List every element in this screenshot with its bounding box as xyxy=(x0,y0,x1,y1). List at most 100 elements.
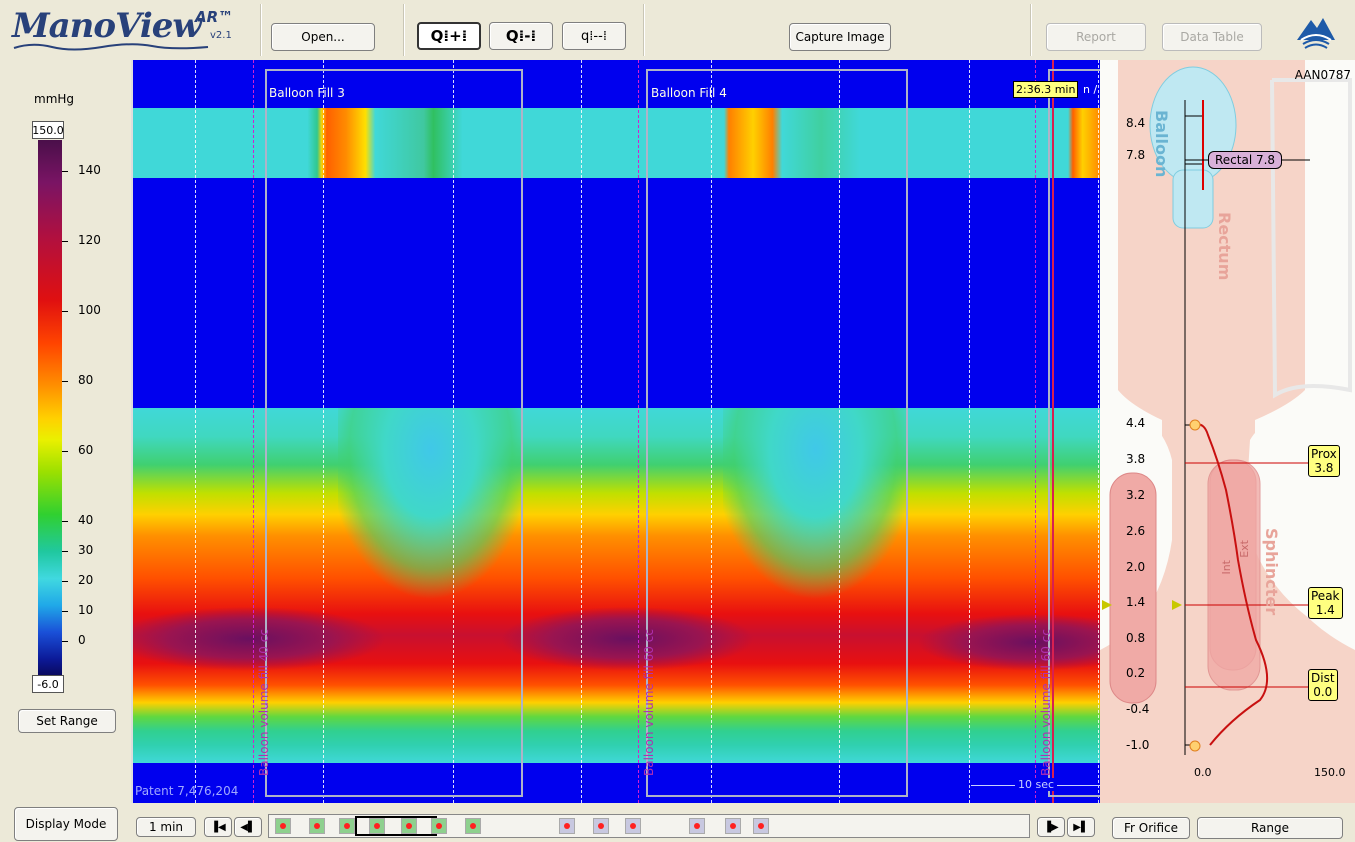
pressure-scale-panel: mmHg 150.0 -6.0 140 120 100 80 60 40 30 20 10 0 S… xyxy=(0,60,131,842)
timeline-event-marker[interactable] xyxy=(401,818,417,834)
marker-label-2: Balloon volume fill 60 cc xyxy=(642,629,656,776)
scale-max-field[interactable]: 150.0 xyxy=(32,121,64,139)
dist-tag: Dist 0.0 xyxy=(1308,669,1338,701)
scale-tick-mark xyxy=(62,521,68,522)
marker-label-1: Balloon volume fill 40 cc xyxy=(257,629,271,776)
zoom-out-button[interactable]: q⁞--⁞ xyxy=(562,22,626,50)
diagram-x-max: 150.0 xyxy=(1314,766,1346,779)
prox-tag: Prox 3.8 xyxy=(1308,445,1340,477)
report-button[interactable]: Report xyxy=(1046,23,1146,51)
time-flag: 2:36.3 min xyxy=(1013,81,1079,98)
time-scale-label: 10 sec xyxy=(1015,778,1058,791)
balloon-fill-3-box[interactable] xyxy=(265,69,523,797)
timeline-event-marker[interactable] xyxy=(275,818,291,834)
timeline-event-marker[interactable] xyxy=(309,818,325,834)
timeline-event-marker[interactable] xyxy=(431,818,447,834)
timeline-event-marker[interactable] xyxy=(689,818,705,834)
scale-tick-mark xyxy=(62,641,68,642)
scale-tick-label: 140 xyxy=(78,163,101,177)
brand-logo-icon xyxy=(1297,18,1335,49)
marker-label-3: Balloon volume fill 60 cc xyxy=(1039,629,1053,776)
set-range-button[interactable]: Set Range xyxy=(18,709,116,733)
timeline-event-marker[interactable] xyxy=(625,818,641,834)
app-logo: ManoView AR™ v2.1 xyxy=(12,6,252,52)
patient-id: AAN0787 xyxy=(1294,68,1351,82)
balloon-fill-5-box[interactable] xyxy=(1048,69,1102,797)
event-marker-line xyxy=(638,60,639,803)
timeline-event-marker[interactable] xyxy=(753,818,769,834)
diagram-y-tick-label: -1.0 xyxy=(1126,738,1150,752)
go-end-icon[interactable]: ▶▌ xyxy=(1067,817,1095,837)
scale-tick-label: 20 xyxy=(78,573,94,587)
time-cursor[interactable] xyxy=(1052,60,1054,803)
timeline-event-marker[interactable] xyxy=(339,818,355,834)
timeline-event-marker[interactable] xyxy=(593,818,609,834)
diagram-y-tick-label: 3.8 xyxy=(1126,452,1146,466)
diagram-y-tick-label: 2.0 xyxy=(1126,560,1146,574)
timeline-event-marker[interactable] xyxy=(559,818,575,834)
step-back-icon[interactable]: ◀▌ xyxy=(234,817,262,837)
data-table-button[interactable]: Data Table xyxy=(1162,23,1262,51)
event-timeline[interactable] xyxy=(268,814,1030,838)
scale-tick-label: 120 xyxy=(78,233,101,247)
timeline-event-marker[interactable] xyxy=(725,818,741,834)
scale-tick-mark xyxy=(62,581,68,582)
app-version: v2.1 xyxy=(210,30,232,41)
diagram-y-tick-label: 0.2 xyxy=(1126,666,1146,680)
display-mode-button[interactable]: Display Mode xyxy=(14,807,118,841)
scale-tick-mark xyxy=(62,241,68,242)
patent-text: Patent 7,476,204 xyxy=(135,784,239,798)
scale-tick-label: 100 xyxy=(78,303,101,317)
zoom-fit-button[interactable]: Q⁞-⁞ xyxy=(489,22,553,50)
capture-image-button[interactable]: Capture Image xyxy=(789,23,891,51)
timeline-event-marker[interactable] xyxy=(465,818,481,834)
go-start-icon[interactable]: ▐◀ xyxy=(204,817,232,837)
diagram-y-tick-label: 4.4 xyxy=(1126,416,1146,430)
diagram-y-tick-label: 0.8 xyxy=(1126,631,1146,645)
scale-tick-label: 10 xyxy=(78,603,94,617)
scale-tick-label: 40 xyxy=(78,513,94,527)
balloon-fill-4-box[interactable] xyxy=(646,69,908,797)
balloon-label: Balloon xyxy=(1152,110,1171,178)
open-button[interactable]: Open... xyxy=(271,23,375,51)
diagram-y-tick-label: 1.4 xyxy=(1126,595,1146,609)
anatomy-diagram: AAN0787 Balloon Rectum Sphincter Int Ext… xyxy=(1100,60,1355,803)
time-flag-value: 2:36.3 min xyxy=(1016,83,1076,96)
rectum-label: Rectum xyxy=(1215,212,1234,281)
timeline-viewport[interactable] xyxy=(355,816,437,836)
scale-tick-label: 80 xyxy=(78,373,94,387)
diagram-y-tick-label: 7.8 xyxy=(1126,148,1146,162)
fr-orifice-button[interactable]: Fr Orifice xyxy=(1112,817,1190,839)
peak-tag: Peak 1.4 xyxy=(1308,587,1343,619)
time-flag-suffix: n / xyxy=(1083,83,1098,96)
scale-unit: mmHg xyxy=(34,92,75,106)
scale-tick-mark xyxy=(62,611,68,612)
interval-button[interactable]: 1 min xyxy=(136,817,196,837)
scale-tick-mark xyxy=(62,451,68,452)
balloon-fill-4-label: Balloon Fill 4 xyxy=(651,86,727,100)
scale-tick-label: 30 xyxy=(78,543,94,557)
scale-tick-mark xyxy=(62,381,68,382)
time-scale-bar: 10 sec xyxy=(971,778,1101,792)
scale-tick-label: 0 xyxy=(78,633,86,647)
pressure-topography-plot[interactable]: Balloon Fill 3 Balloon Fill 4 Balloon vo… xyxy=(131,60,1102,803)
scale-tick-mark xyxy=(62,171,68,172)
diagram-y-tick-label: -0.4 xyxy=(1126,702,1150,716)
step-forward-icon[interactable]: ▐▶ xyxy=(1037,817,1065,837)
timeline-event-marker[interactable] xyxy=(369,818,385,834)
scale-min-field[interactable]: -6.0 xyxy=(32,675,64,693)
balloon-fill-3-label: Balloon Fill 3 xyxy=(269,86,345,100)
diagram-y-tick-label: 8.4 xyxy=(1126,116,1146,130)
rectal-pressure-tag: Rectal 7.8 xyxy=(1208,151,1283,169)
int-label: Int xyxy=(1220,560,1233,575)
balloon-pressure-band xyxy=(133,108,1102,178)
scale-tick-mark xyxy=(62,551,68,552)
top-toolbar: ManoView AR™ v2.1 Open... Q⁞+⁞ Q⁞-⁞ q⁞--… xyxy=(0,0,1355,60)
range-button[interactable]: Range xyxy=(1197,817,1343,839)
relaxation-window-1 xyxy=(338,408,523,638)
ext-label: Ext xyxy=(1238,540,1251,558)
scale-tick-mark xyxy=(62,311,68,312)
pressure-colorbar xyxy=(38,140,62,675)
sphincter-pressure-band xyxy=(133,408,1102,763)
zoom-in-button[interactable]: Q⁞+⁞ xyxy=(417,22,481,50)
